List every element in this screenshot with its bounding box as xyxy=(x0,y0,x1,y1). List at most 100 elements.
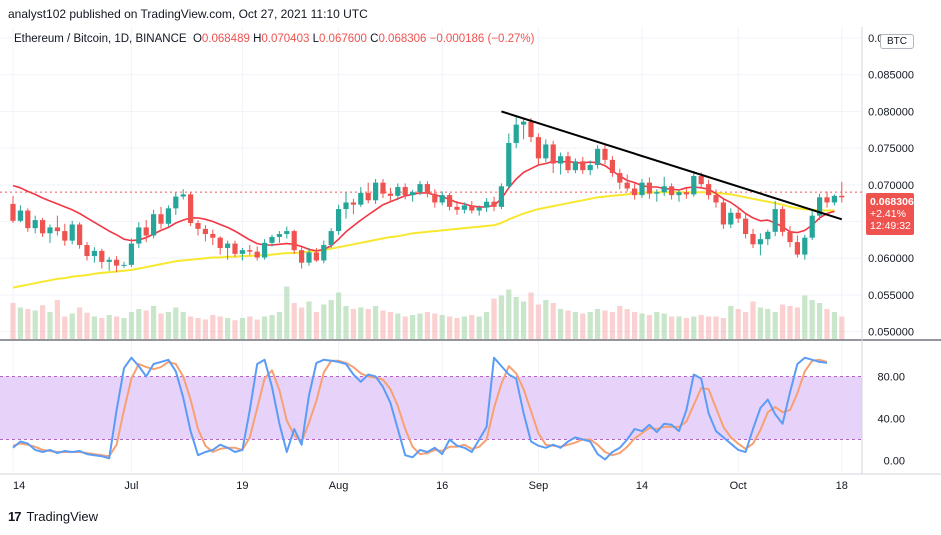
candle-body xyxy=(676,192,682,196)
volume-bar xyxy=(639,313,645,339)
candle-body xyxy=(114,259,120,266)
stoch-band xyxy=(0,376,862,440)
volume-bar xyxy=(728,306,734,339)
candle-body xyxy=(91,250,97,257)
candle-body xyxy=(757,239,763,245)
volume-bar xyxy=(180,312,186,339)
candle-body xyxy=(210,234,216,238)
tradingview-logo-icon[interactable]: 17 xyxy=(8,509,22,524)
stoch-d-line xyxy=(12,358,828,458)
slow-ma-line xyxy=(12,191,835,289)
volume-bar xyxy=(225,318,231,339)
candle-body xyxy=(632,188,638,196)
candle-body xyxy=(506,142,512,187)
currency-badge[interactable]: BTC xyxy=(880,34,914,49)
volume-bar xyxy=(839,316,845,339)
chart-canvas[interactable]: 0.0900000.0850000.0800000.0750000.070000… xyxy=(0,27,941,500)
volume-bar xyxy=(47,312,53,339)
candle-body xyxy=(151,214,157,236)
candle-body xyxy=(535,137,541,159)
volume-bar xyxy=(706,316,712,339)
candle-body xyxy=(720,202,726,225)
volume-bar xyxy=(461,316,467,339)
volume-bar xyxy=(787,306,793,339)
time-tick-label: Aug xyxy=(329,480,349,492)
candle-body xyxy=(402,187,408,196)
candle-body xyxy=(306,252,312,263)
volume-bar xyxy=(676,316,682,339)
candle-body xyxy=(143,227,149,236)
volume-bar xyxy=(306,301,312,339)
candle-body xyxy=(750,234,756,245)
volume-bar xyxy=(136,309,142,339)
volume-bar xyxy=(151,306,157,339)
volume-bar xyxy=(817,303,823,339)
volume-bar xyxy=(535,304,541,339)
candle-body xyxy=(587,165,593,171)
candle-body xyxy=(424,184,430,194)
candle-body xyxy=(765,231,771,240)
volume-bar xyxy=(365,309,371,339)
volume-bar xyxy=(802,295,808,339)
volume-bar xyxy=(202,319,208,339)
volume-bar xyxy=(831,312,837,339)
candle-body xyxy=(336,209,342,232)
candle-body xyxy=(476,207,482,211)
volume-bar xyxy=(713,316,719,339)
candle-body xyxy=(735,212,741,219)
candle-body xyxy=(780,209,786,232)
volume-bar xyxy=(498,295,504,339)
volume-bar xyxy=(195,318,201,339)
volume-bar xyxy=(239,318,245,339)
symbol-legend: Ethereum / Bitcoin, 1D, BINANCE O0.06848… xyxy=(14,33,534,45)
candle-body xyxy=(180,194,186,197)
candle-body xyxy=(595,148,601,166)
symbol-name[interactable]: Ethereum / Bitcoin, 1D, BINANCE xyxy=(14,33,187,45)
chart-frame[interactable]: 0.0900000.0850000.0800000.0750000.070000… xyxy=(0,27,941,500)
volume-bar xyxy=(743,312,749,339)
change-percent: +2.41% xyxy=(870,208,906,220)
fast-ma-line xyxy=(12,160,835,252)
volume-bar xyxy=(580,313,586,339)
volume-bar xyxy=(794,307,800,339)
volume-bar xyxy=(439,315,445,339)
candle-body xyxy=(395,187,401,196)
candle-body xyxy=(84,245,90,257)
candle-body xyxy=(824,197,830,203)
time-tick-label: Jul xyxy=(124,480,138,492)
candle-body xyxy=(794,242,800,255)
candle-body xyxy=(269,236,275,243)
candle-body xyxy=(47,227,53,234)
candle-body xyxy=(77,224,83,246)
volume-bar xyxy=(757,307,763,339)
candle-body xyxy=(491,201,497,207)
volume-bar xyxy=(17,307,23,339)
candle-body xyxy=(217,237,223,248)
candle-body xyxy=(787,231,793,243)
candle-body xyxy=(69,224,75,241)
close-value: 0.068306 xyxy=(378,33,427,45)
candle-body xyxy=(439,195,445,203)
time-tick-label: 19 xyxy=(236,480,248,492)
candle-body xyxy=(691,176,697,195)
candle-body xyxy=(661,186,667,193)
time-tick-label: 14 xyxy=(13,480,25,492)
candle-body xyxy=(40,220,46,234)
volume-bar xyxy=(336,292,342,339)
osc-tick-label: 40.00 xyxy=(877,413,905,425)
candle-body xyxy=(498,186,504,207)
volume-bar xyxy=(698,315,704,339)
volume-bar xyxy=(558,309,564,339)
volume-bar xyxy=(617,306,623,339)
footer: 17 TradingView xyxy=(8,509,98,524)
candle-body xyxy=(387,193,393,196)
candle-body xyxy=(62,231,68,241)
candle-body xyxy=(358,192,364,205)
stoch-k-line xyxy=(12,356,828,461)
volume-bar xyxy=(188,316,194,339)
candle-body xyxy=(350,202,356,205)
volume-bar xyxy=(521,301,527,339)
brand-name[interactable]: TradingView xyxy=(26,509,99,524)
volume-bar xyxy=(77,307,83,339)
volume-bar xyxy=(602,310,608,339)
